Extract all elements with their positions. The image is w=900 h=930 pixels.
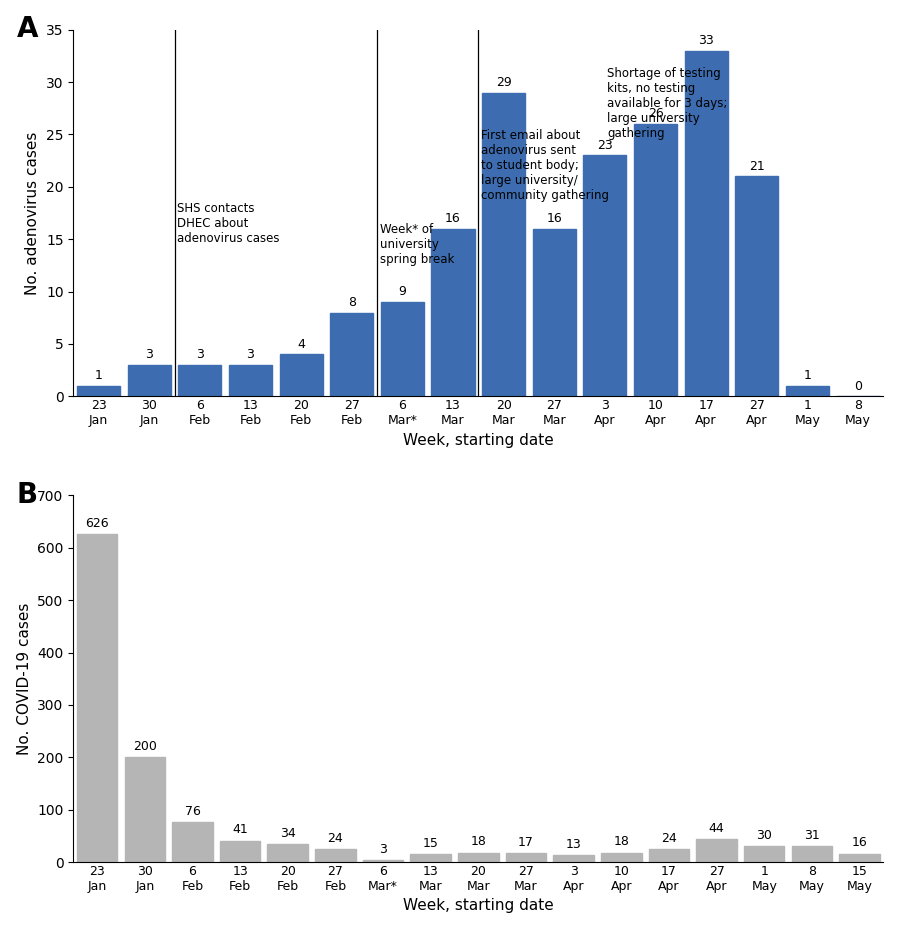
Bar [172,822,212,862]
Text: 8: 8 [347,296,356,309]
Text: 9: 9 [399,286,406,299]
Text: Week* of
university
spring break: Week* of university spring break [380,223,454,266]
Text: 33: 33 [698,34,714,47]
Bar [792,845,832,862]
Text: 15: 15 [423,837,438,850]
Bar [410,854,451,862]
Text: 31: 31 [804,829,820,842]
Bar [554,856,594,862]
X-axis label: Week, starting date: Week, starting date [403,898,554,913]
Text: 3: 3 [247,348,255,361]
Text: 21: 21 [749,160,765,173]
Bar [697,839,737,862]
Bar [786,386,829,396]
Bar [229,365,272,396]
Text: 18: 18 [613,835,629,848]
Bar [330,312,374,396]
Bar [482,93,526,396]
Text: 4: 4 [297,338,305,351]
Text: 200: 200 [133,740,157,753]
Bar [381,302,424,396]
Text: 34: 34 [280,827,295,840]
Bar [458,853,499,862]
Bar [76,534,117,862]
Y-axis label: No. COVID-19 cases: No. COVID-19 cases [17,603,32,755]
Text: 29: 29 [496,76,511,89]
Bar [685,50,728,396]
Text: Shortage of testing
kits, no testing
available for 3 days;
large university
gath: Shortage of testing kits, no testing ava… [608,67,728,140]
Text: 626: 626 [86,517,109,530]
Bar [77,386,120,396]
Bar [649,849,689,862]
Text: 76: 76 [184,805,201,818]
Bar [840,854,880,862]
Text: 26: 26 [648,107,663,120]
Text: 13: 13 [566,838,581,851]
Bar [220,841,260,862]
Text: 24: 24 [661,832,677,845]
Bar [601,853,642,862]
Text: 3: 3 [145,348,153,361]
Text: 24: 24 [328,832,343,845]
Text: SHS contacts
DHEC about
adenovirus cases: SHS contacts DHEC about adenovirus cases [177,202,280,245]
Text: B: B [16,481,38,509]
Bar [178,365,221,396]
Bar [735,177,778,396]
Text: 30: 30 [756,830,772,842]
Bar [431,229,474,396]
Bar [583,155,626,396]
Text: 23: 23 [597,139,613,152]
Bar [363,860,403,862]
Text: 1: 1 [94,369,103,382]
Text: First email about
adenovirus sent
to student body;
large university/
community g: First email about adenovirus sent to stu… [481,129,609,203]
Text: 18: 18 [471,835,486,848]
Bar [267,844,308,862]
Bar [315,849,356,862]
Bar [124,757,165,862]
Text: 16: 16 [546,212,562,225]
Text: 41: 41 [232,823,248,836]
Text: 44: 44 [708,822,725,835]
Text: 16: 16 [446,212,461,225]
Text: A: A [16,15,38,43]
Bar [128,365,171,396]
X-axis label: Week, starting date: Week, starting date [403,432,554,447]
Bar [280,354,323,396]
Text: 3: 3 [379,844,387,857]
Bar [506,853,546,862]
Bar [744,846,785,862]
Bar [533,229,576,396]
Text: 16: 16 [851,836,868,849]
Text: 0: 0 [854,379,862,392]
Text: 3: 3 [196,348,203,361]
Bar [634,124,677,396]
Text: 17: 17 [518,836,534,849]
Text: 1: 1 [804,369,811,382]
Y-axis label: No. adenovirus cases: No. adenovirus cases [25,131,40,295]
